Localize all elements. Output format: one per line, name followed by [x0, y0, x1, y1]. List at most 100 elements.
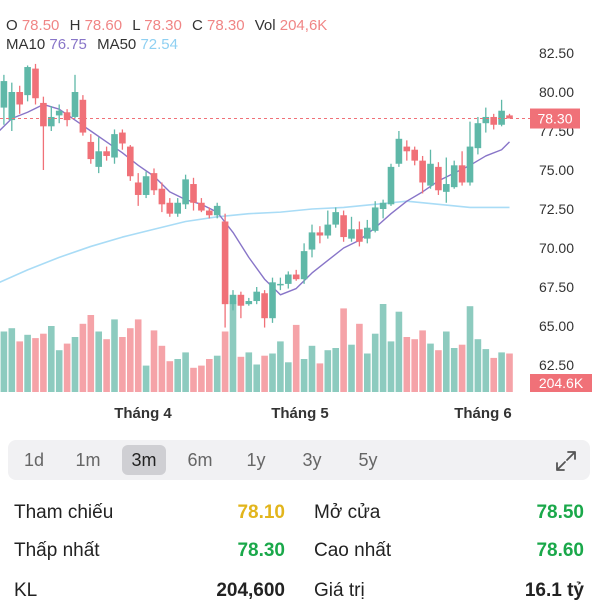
volume-bar	[474, 339, 482, 392]
volume-bar	[95, 331, 102, 392]
volume-bar	[127, 328, 134, 392]
volume-label: KL	[14, 580, 38, 601]
ohlc-close-label: C	[191, 17, 203, 34]
ma10-line	[0, 103, 510, 296]
candle-body	[24, 67, 31, 96]
candle-body	[261, 293, 268, 319]
timeframe-1y[interactable]: 1y	[246, 450, 266, 470]
candle-body	[87, 141, 95, 160]
volume-bar	[364, 353, 371, 392]
candle-body	[403, 146, 411, 152]
y-tick-label: 65.00	[539, 318, 574, 334]
candle-body	[466, 146, 474, 183]
volume-bar	[506, 353, 513, 392]
volume-bar	[111, 319, 118, 392]
timeframe-1d[interactable]: 1d	[23, 450, 45, 470]
candle-body	[206, 210, 213, 216]
volume-bar	[103, 339, 110, 392]
candle-body	[387, 166, 395, 205]
timeframe-3m[interactable]: 3m	[122, 445, 166, 475]
volume-bar	[87, 315, 95, 392]
volume-bar	[206, 359, 213, 392]
candle-body	[237, 294, 245, 306]
volume-bar	[340, 308, 347, 392]
candle-body	[292, 274, 300, 280]
candle-body	[182, 179, 189, 205]
volume-bar	[316, 363, 324, 392]
ma50-line	[0, 200, 510, 283]
ohlc-close-value: 78.30	[207, 17, 245, 34]
candle-body	[0, 81, 8, 108]
volume-bar	[348, 344, 355, 392]
candle-body	[308, 232, 316, 250]
candle-body	[490, 116, 497, 125]
volume-bar	[24, 334, 31, 392]
ohlc-low-value: 78.30	[144, 17, 182, 34]
ma10-value: 76.75	[49, 36, 87, 53]
price-chart[interactable]: 82.5080.0077.5075.0072.5070.0067.5065.00…	[0, 0, 600, 430]
volume-bar	[498, 352, 505, 392]
volume-bar	[450, 348, 458, 392]
ohlc-high-value: 78.60	[84, 17, 123, 34]
x-tick-label: Tháng 6	[454, 405, 512, 422]
last-price-badge	[530, 108, 580, 129]
candle-body	[419, 160, 426, 183]
timeframe-5y[interactable]: 5y	[358, 450, 378, 470]
volume-bar	[16, 341, 23, 392]
candle-body	[221, 221, 229, 305]
y-tick-label: 72.50	[539, 201, 574, 217]
volume-bar	[182, 352, 189, 392]
volume-bar	[411, 339, 418, 392]
candle-body	[253, 291, 260, 302]
volume-bar	[332, 348, 339, 392]
candle-body	[229, 294, 237, 305]
volume-bar	[245, 352, 253, 392]
ohlc-vol-value: 204,6K	[279, 17, 328, 34]
y-tick-label: 80.00	[539, 84, 574, 100]
volume-bar	[435, 350, 442, 392]
candle-body	[474, 123, 482, 149]
candle-body	[316, 232, 324, 236]
candle-body	[427, 163, 434, 186]
timeframe-6m[interactable]: 6m	[187, 450, 213, 470]
candle-body	[16, 92, 23, 105]
ohlc-open-value: 78.50	[21, 17, 60, 34]
volume-bar	[213, 355, 221, 392]
volume-bar	[482, 349, 490, 392]
volume-bar	[443, 331, 450, 392]
trade-value-label: Giá trị	[314, 580, 365, 601]
volume-bar	[419, 330, 426, 392]
timeframe-1m[interactable]: 1m	[75, 450, 101, 470]
volume-bar	[292, 324, 300, 392]
candle-body	[371, 207, 379, 231]
volume-bar	[229, 300, 237, 392]
volume-bar	[142, 365, 150, 392]
volume-bar	[253, 364, 260, 392]
ma-legend: MA10 76.75 MA50 72.54	[6, 36, 178, 53]
timeframe-3y[interactable]: 3y	[302, 450, 322, 470]
candle-body	[324, 224, 332, 236]
volume-bar	[134, 319, 142, 392]
high-price-label: Cao nhất	[314, 540, 392, 561]
candle-body	[340, 215, 347, 238]
volume-bar	[395, 311, 403, 392]
expand-icon[interactable]	[554, 449, 578, 473]
high-price-value: 78.60	[536, 540, 584, 561]
candle-body	[166, 202, 174, 214]
trade-value-value: 16.1 tỷ	[524, 580, 584, 601]
candle-body	[71, 92, 79, 117]
candle-body	[190, 184, 197, 203]
candle-body	[411, 149, 418, 161]
candle-body	[134, 182, 142, 195]
x-tick-label: Tháng 4	[114, 405, 172, 422]
volume-bar	[356, 323, 363, 392]
volume-bar	[63, 343, 71, 392]
last-volume-badge-text: 204.6K	[539, 375, 584, 391]
volume-bar	[166, 361, 174, 392]
timeframe-selector: 1d 1m 3m 6m 1y 3y 5y	[8, 440, 590, 480]
volume-value: 204,600	[216, 580, 285, 601]
candle-body	[269, 282, 276, 319]
ma50-label: MA50	[97, 36, 137, 53]
candle-body	[364, 227, 371, 239]
candle-body	[63, 112, 71, 121]
